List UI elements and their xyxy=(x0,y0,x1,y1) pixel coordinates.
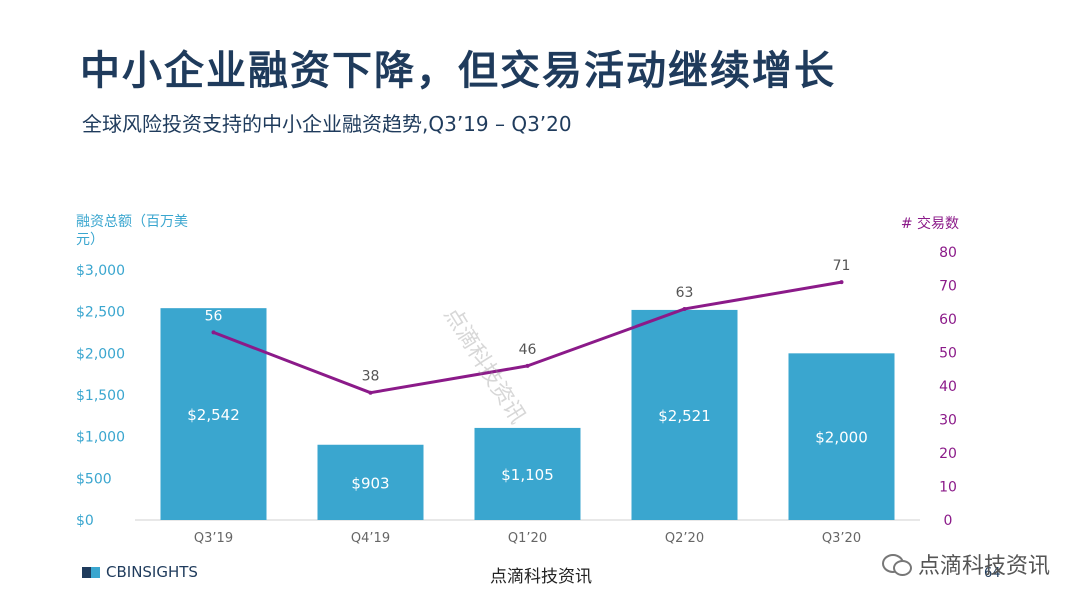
right-tick-label: 0 xyxy=(944,513,953,529)
page-subtitle: 全球风险投资支持的中小企业融资趋势,Q3’19 – Q3’20 xyxy=(82,112,572,136)
deals-point xyxy=(368,390,373,395)
right-tick-label: 30 xyxy=(939,413,957,429)
deals-value-label: 63 xyxy=(676,285,694,301)
bar-value-label: $2,542 xyxy=(187,406,240,424)
x-tick-label: Q2’20 xyxy=(665,531,704,546)
left-tick-label: $2,000 xyxy=(76,346,125,362)
left-tick-label: $2,500 xyxy=(76,305,125,321)
x-tick-label: Q3’20 xyxy=(822,531,861,546)
deals-point xyxy=(839,280,844,285)
left-axis-label: 融资总额（百万美元） xyxy=(76,214,188,248)
bar xyxy=(631,309,738,520)
bar-value-label: $1,105 xyxy=(501,466,554,484)
right-axis-label: # 交易数 xyxy=(900,216,959,232)
page-number: 64 xyxy=(984,566,1001,581)
bar-value-label: $2,521 xyxy=(658,407,711,425)
wechat-watermark: 点滴科技资讯 xyxy=(881,548,1050,580)
left-tick-label: $500 xyxy=(76,471,112,487)
left-tick-label: $1,500 xyxy=(76,388,125,404)
bar xyxy=(474,427,581,520)
cbinsights-logo: CBINSIGHTS xyxy=(82,563,198,581)
bar xyxy=(788,353,895,520)
right-tick-label: 70 xyxy=(939,279,957,295)
deals-line xyxy=(212,280,842,395)
cbinsights-logo-text: CBINSIGHTS xyxy=(106,563,198,581)
deals-point xyxy=(525,363,530,368)
right-tick-label: 10 xyxy=(939,480,957,496)
cbinsights-logo-mark-icon xyxy=(82,566,100,578)
right-tick-label: 60 xyxy=(939,312,957,328)
x-tick-label: Q1’20 xyxy=(508,531,547,546)
deals-point xyxy=(211,330,216,335)
deals-value-label: 56 xyxy=(205,308,223,324)
wechat-watermark-text: 点滴科技资讯 xyxy=(917,554,1050,579)
left-tick-label: $3,000 xyxy=(76,263,125,279)
deals-value-label: 46 xyxy=(519,342,537,358)
bar-value-label: $2,000 xyxy=(815,429,868,447)
footer-source: 点滴科技资讯 xyxy=(490,567,592,587)
bar xyxy=(160,308,267,520)
right-tick-label: 40 xyxy=(939,379,957,395)
x-tick-label: Q4’19 xyxy=(351,531,390,546)
bar-value-label: $903 xyxy=(351,474,389,492)
deals-value-label: 38 xyxy=(362,369,380,385)
right-tick-label: 50 xyxy=(939,346,957,362)
page-title: 中小企业融资下降，但交易活动继续增长 xyxy=(80,48,836,94)
bar xyxy=(317,444,424,520)
left-tick-label: $1,000 xyxy=(76,430,125,446)
left-tick-label: $0 xyxy=(76,513,94,529)
deals-point xyxy=(682,306,687,311)
x-tick-label: Q3’19 xyxy=(194,531,233,546)
right-tick-label: 80 xyxy=(939,245,957,261)
wechat-icon xyxy=(881,552,912,576)
right-tick-label: 20 xyxy=(939,446,957,462)
deals-value-label: 71 xyxy=(833,258,851,274)
